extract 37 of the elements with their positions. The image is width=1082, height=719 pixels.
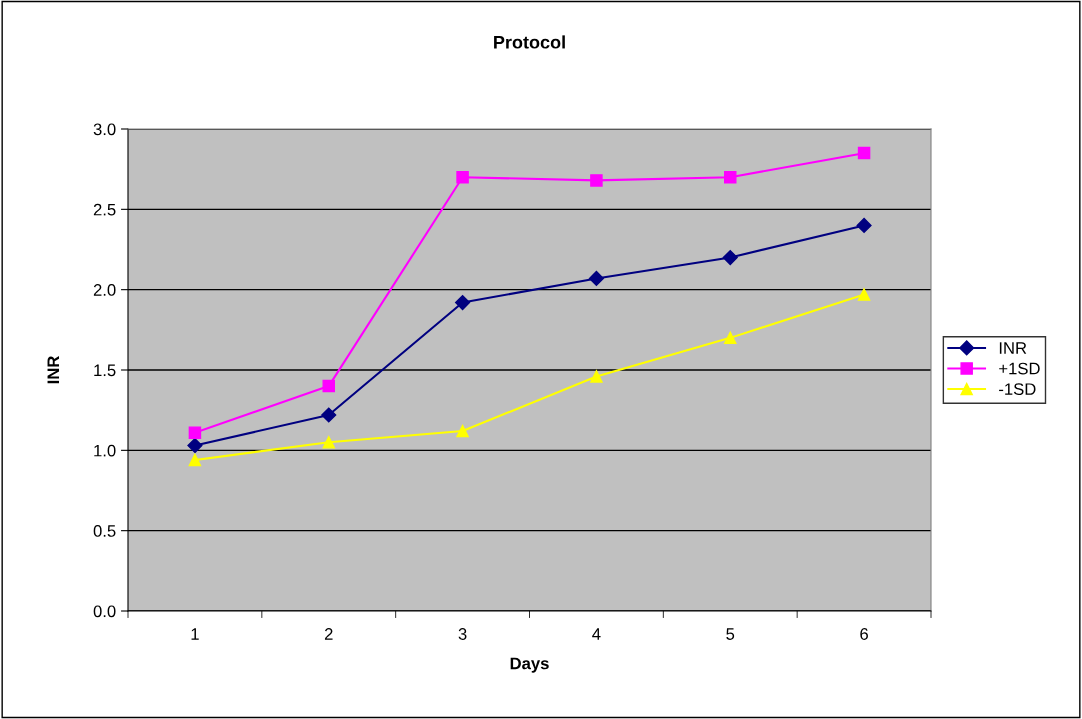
point: [188, 426, 202, 439]
point: [188, 453, 202, 467]
x-tick-label: 4: [592, 628, 601, 640]
y-tick-label: 1.0: [94, 444, 116, 457]
y-tick-label: 2.0: [93, 284, 116, 296]
point: [456, 170, 469, 184]
legend-label: -1SD: [999, 383, 1036, 396]
point: [857, 146, 871, 160]
point: [590, 174, 603, 187]
legend-label: +1SD: [999, 362, 1040, 375]
x-tick-label: 2: [324, 628, 333, 640]
y-tick-label: 0.5: [93, 525, 116, 537]
point: [588, 270, 604, 286]
point: [456, 424, 469, 438]
x-tick-label: 5: [726, 628, 735, 640]
point: [187, 437, 203, 454]
point: [322, 379, 336, 393]
y-tick-label: 1.5: [94, 364, 116, 377]
point: [856, 217, 872, 233]
point: [590, 370, 603, 383]
legend-label: INR: [999, 342, 1027, 354]
y-tick-label: 3.0: [93, 123, 116, 136]
y-tick-label: 0.0: [93, 605, 116, 618]
x-tick-label: 1: [191, 628, 199, 640]
y-tick-label: 2.5: [93, 203, 116, 216]
point: [722, 249, 738, 266]
x-tick-label: 3: [458, 628, 467, 640]
point: [723, 170, 737, 184]
chart-title: Protocol: [494, 35, 565, 49]
x-axis-title: Days: [510, 657, 549, 673]
x-tick-label: 6: [860, 628, 868, 640]
point: [455, 294, 471, 311]
point: [321, 407, 337, 423]
point: [723, 331, 737, 345]
point: [857, 288, 871, 301]
point: [322, 436, 336, 449]
y-axis-title: INR: [47, 355, 60, 384]
